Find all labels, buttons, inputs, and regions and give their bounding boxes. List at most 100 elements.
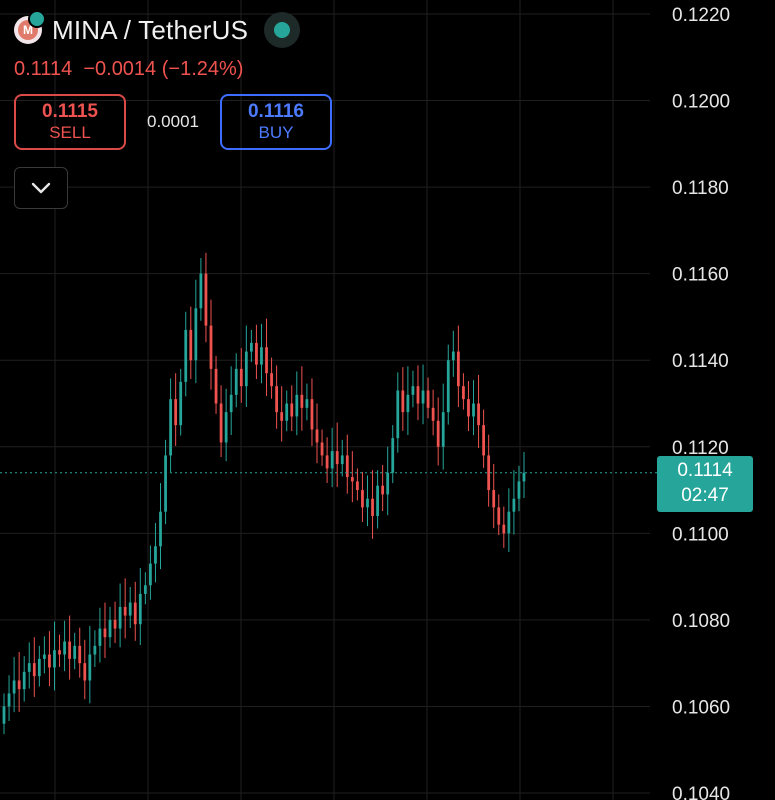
candle-body [426,390,430,408]
candle-body [58,650,61,655]
candle-body [456,351,460,387]
candle-body [381,485,385,495]
candle-body [361,490,364,508]
candle-body [507,511,511,534]
candle-body [12,680,16,694]
candle-body [285,403,289,421]
candle-body [2,706,6,724]
candle-body [118,606,122,629]
candle-body [451,351,455,361]
candle-body [477,403,480,426]
candle-body [325,455,329,469]
candle-body [53,650,56,668]
candle-body [199,273,203,309]
buy-button[interactable]: 0.1116 BUY [220,94,332,150]
spread-value: 0.0001 [147,112,199,131]
candle-body [194,308,198,361]
current-price-tag: 0.1114 02:47 [657,456,753,512]
candle-body [315,429,319,443]
candle-body [234,368,238,395]
candle-body [255,342,258,365]
last-price: 0.1114 [14,58,73,80]
candle-body [184,329,188,382]
candle-body [239,368,243,387]
y-axis-tick-label: 0.1140 [672,351,729,372]
candle-body [462,386,465,400]
candle-body [366,498,369,508]
candle-body [214,368,218,404]
candle-body [401,390,405,413]
candle-body [472,403,475,417]
candle-body [497,507,501,525]
candle-body [224,412,228,443]
candle-body [159,511,162,547]
candle-body [436,420,440,447]
candle-body [371,498,374,517]
candle-body [260,347,263,365]
candle-body [78,645,82,664]
candle-body [290,403,294,417]
candle-body [138,593,142,625]
candle-body [103,628,107,638]
candle-body [174,399,178,426]
candle-body [265,347,268,374]
candle-body [350,477,354,482]
candle-body [154,546,157,564]
candle-body [446,360,450,413]
candle-body [411,386,415,395]
candle-body [487,455,491,491]
chevron-down-icon [31,182,51,194]
candle-body [128,602,132,616]
candle-body [275,386,279,413]
y-axis-tick-label: 0.1180 [672,178,729,199]
buy-price: 0.1116 [247,101,305,123]
candle-body [522,472,526,482]
candle-body [169,399,172,456]
candle-body [83,663,87,681]
candle-body [406,394,410,413]
candle-body [143,585,147,594]
candle-body [386,472,390,495]
candle-countdown: 02:47 [681,485,729,506]
candle-body [209,325,213,369]
symbol-title[interactable]: MINA / TetherUS [52,14,249,45]
candle-body [376,485,379,517]
trade-panel: 0.1115 SELL 0.0001 0.1116 BUY [14,94,332,150]
candle-body [330,451,334,469]
candle-body [345,455,349,478]
candle-body [32,663,36,677]
candle-body [43,654,46,659]
change-percent: (−1.24%) [161,58,244,80]
candle-body [320,442,324,456]
candle-body [108,619,112,638]
candle-body [502,524,506,534]
candle-body [93,645,97,655]
live-status-dot-icon [264,12,301,48]
candle-body [270,373,273,387]
candle-body [416,386,420,404]
candle-body [73,645,77,659]
candle-body [295,394,299,417]
candle-body [431,407,435,421]
candle-body [48,654,51,668]
candle-body [133,602,137,625]
candle-body [189,329,193,361]
sell-label: SELL [49,123,91,143]
candle-body [22,671,26,690]
collapse-toggle-button[interactable] [14,167,68,209]
candle-body [512,498,516,512]
candle-body [68,641,72,659]
current-price-label: 0.1114 [677,460,733,482]
y-axis-tick-label: 0.1220 [672,5,730,26]
candle-body [179,381,183,426]
candle-body [7,693,11,707]
sell-button[interactable]: 0.1115 SELL [14,94,126,150]
candle-body [88,654,92,681]
y-axis-tick-label: 0.1200 [672,92,730,113]
candle-body [37,658,41,677]
candle-body [300,394,304,408]
candle-body [517,481,521,499]
candle-body [356,481,359,491]
mina-logo-icon: M [14,10,46,44]
